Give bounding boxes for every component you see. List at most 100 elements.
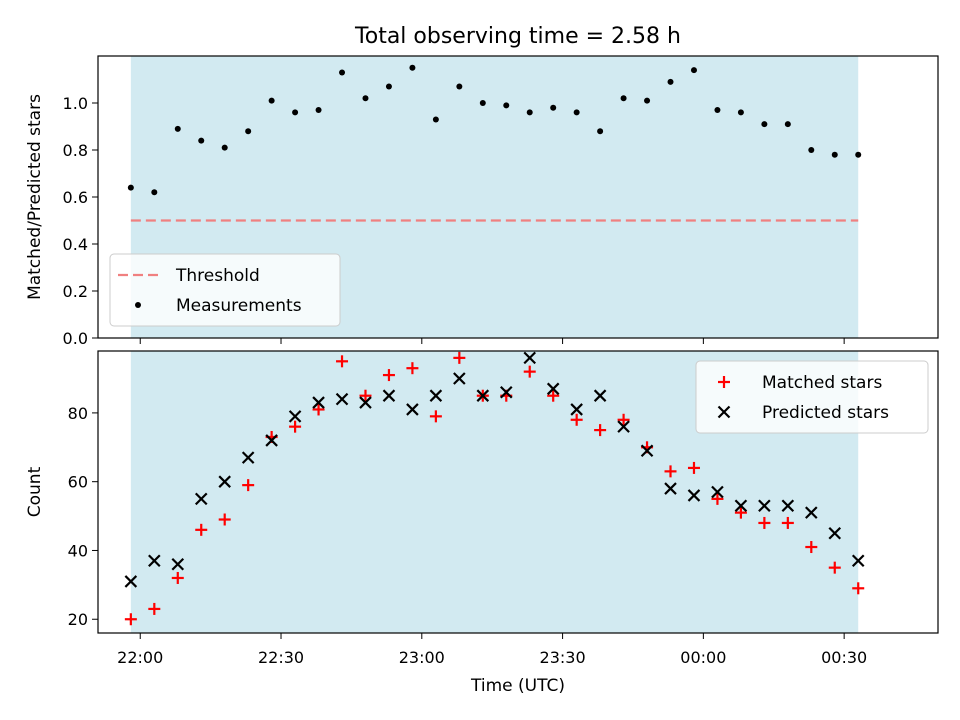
predicted-point (523, 351, 537, 365)
matched-point (242, 479, 255, 492)
measurement-point (620, 95, 627, 102)
predicted-point (241, 451, 255, 464)
legend-label: Threshold (175, 266, 260, 286)
measurement-point (292, 109, 299, 116)
matched-point (781, 516, 794, 529)
legend: Threshold Measurements (109, 253, 341, 327)
legend-measurement-swatch (135, 302, 141, 308)
measurement-point (315, 107, 322, 114)
matched-point (359, 389, 372, 402)
measurement-point (151, 189, 158, 196)
measurement-point (573, 109, 580, 116)
predicted-point (805, 506, 818, 519)
matched-point (195, 523, 208, 536)
x-tick-label: 22:30 (258, 648, 304, 667)
measurement-point (198, 137, 205, 144)
predicted-point (851, 554, 865, 568)
predicted-point (499, 385, 513, 399)
measurement-point (479, 100, 486, 106)
predicted-point (570, 403, 583, 416)
predicted-point (828, 526, 842, 540)
predicted-point (453, 372, 466, 385)
measurement-point (855, 151, 862, 158)
y-tick-label: 40 (68, 541, 88, 560)
legend-box (695, 360, 929, 434)
matched-point (124, 613, 137, 626)
x-tick-label: 23:00 (399, 648, 445, 667)
matched-point (617, 413, 630, 426)
measurement-point (550, 104, 557, 111)
count-panel: 20 40 60 80 Count Matched stars Predicted star… (25, 350, 939, 639)
measurement-point (385, 83, 392, 90)
predicted-point (312, 396, 325, 409)
panel-frame (97, 55, 939, 339)
measurement-point (714, 107, 721, 114)
predicted-point (734, 499, 748, 513)
measurement-point (127, 184, 134, 191)
x-axis: 22:00 22:30 23:00 23:30 00:00 00:30 (117, 648, 867, 667)
matched-point (687, 461, 700, 474)
matched-point (758, 516, 771, 529)
predicted-point (171, 557, 185, 571)
predicted-point (406, 403, 419, 416)
measurement-point (362, 95, 369, 102)
matched-point (453, 351, 466, 364)
matched-point (547, 389, 560, 402)
measurement-point (503, 102, 510, 109)
measurement-point (456, 83, 463, 90)
predicted-point (429, 389, 443, 402)
legend-label: Predicted stars (762, 403, 889, 423)
predicted-point (617, 420, 630, 433)
y-axis-label: Matched/Predicted stars (25, 94, 45, 300)
matched-point (594, 424, 607, 437)
x-tick-label: 22:00 (117, 648, 163, 667)
legend-box (109, 253, 341, 327)
x-tick-label: 00:30 (821, 648, 867, 667)
measurement-point (784, 121, 791, 128)
y-tick-label: 1.0 (63, 94, 88, 113)
matched-point (852, 582, 865, 595)
panel-frame (97, 350, 939, 634)
matched-point (429, 410, 442, 423)
predicted-point (781, 499, 795, 513)
measurement-point (245, 128, 252, 135)
measurement-point (644, 97, 651, 104)
chart-title: Total observing time = 2.58 h (354, 24, 681, 49)
y-tick-label: 0.4 (63, 235, 88, 254)
predicted-point (124, 575, 138, 588)
measurement-point (221, 144, 228, 151)
measurement-point (667, 78, 674, 85)
predicted-point (687, 489, 701, 502)
y-axis-label: Count (25, 466, 45, 517)
y-tick-label: 0.6 (63, 188, 88, 207)
y-tick-label: 20 (68, 610, 88, 629)
measurement-point (597, 128, 604, 135)
measurement-point (737, 109, 744, 116)
predicted-point (640, 444, 654, 458)
matched-point (711, 492, 724, 505)
matched-point (664, 465, 677, 478)
legend-matched-swatch (718, 376, 730, 388)
matched-point (148, 602, 161, 615)
measurement-point (339, 69, 346, 76)
measurement-point (409, 64, 416, 71)
y-tick-label: 0.8 (63, 141, 88, 160)
matched-point (171, 571, 184, 584)
x-tick-label: 23:30 (540, 648, 586, 667)
matched-point (570, 413, 583, 426)
predicted-point (288, 410, 302, 423)
predicted-point (218, 475, 231, 488)
matched-point (828, 561, 841, 574)
legend-predicted-swatch (717, 405, 731, 419)
matched-point (218, 513, 231, 526)
measurement-point (808, 147, 815, 153)
predicted-point (194, 492, 208, 506)
matched-point (805, 541, 818, 554)
x-axis-label: Time (UTC) (470, 676, 565, 696)
predicted-point (359, 396, 372, 409)
y-tick-label: 60 (68, 473, 88, 492)
legend: Matched stars Predicted stars (695, 360, 929, 434)
measurement-point (526, 109, 533, 116)
legend-label: Measurements (176, 296, 302, 316)
